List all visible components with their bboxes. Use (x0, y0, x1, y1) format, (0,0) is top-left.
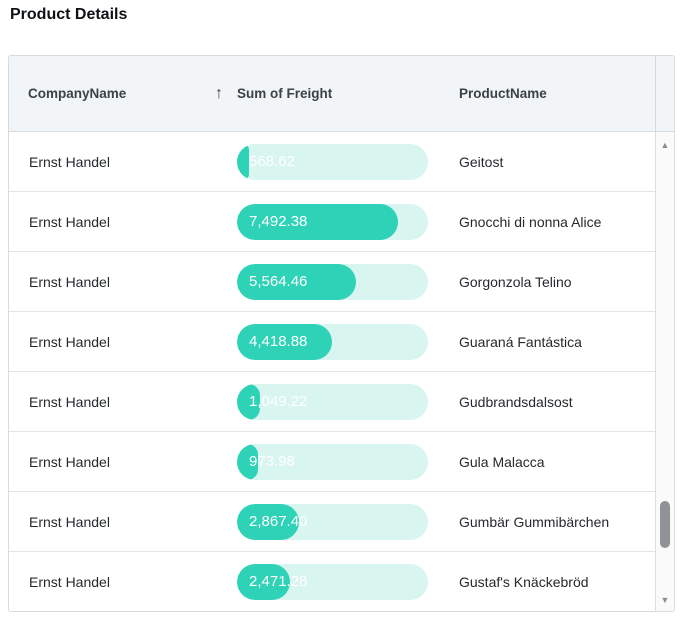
header-scrollbar-spacer (655, 56, 674, 131)
column-header-productname[interactable]: ProductName (449, 86, 655, 101)
column-header-productname-label: ProductName (459, 86, 547, 101)
product-cell: Geitost (449, 154, 656, 170)
table-row[interactable]: Ernst Handel 1,049.22 Gudbrandsdalsost (9, 372, 656, 432)
freight-cell: 2,471.28 (237, 564, 449, 600)
table-row[interactable]: Ernst Handel 7,492.38 Gnocchi di nonna A… (9, 192, 656, 252)
column-header-sum-of-freight-label: Sum of Freight (237, 86, 332, 101)
table-row[interactable]: Ernst Handel 973.98 Gula Malacca (9, 432, 656, 492)
product-cell: Guaraná Fantástica (449, 334, 656, 350)
company-cell: Ernst Handel (9, 454, 237, 470)
grid-body: Ernst Handel 568.62 Geitost Ernst Handel… (9, 132, 674, 612)
freight-value: 2,471.28 (249, 564, 307, 600)
freight-value: 7,492.38 (249, 204, 307, 240)
freight-cell: 973.98 (237, 444, 449, 480)
freight-value: 568.62 (249, 144, 295, 180)
company-cell: Ernst Handel (9, 334, 237, 350)
product-cell: Gudbrandsdalsost (449, 394, 656, 410)
product-cell: Gustaf's Knäckebröd (449, 574, 656, 590)
freight-cell: 2,867.40 (237, 504, 449, 540)
freight-bar-track: 568.62 (237, 144, 428, 180)
company-cell: Ernst Handel (9, 394, 237, 410)
freight-bar-track: 7,492.38 (237, 204, 428, 240)
freight-bar-fill (237, 144, 249, 180)
freight-cell: 1,049.22 (237, 384, 449, 420)
table-row[interactable]: Ernst Handel 568.62 Geitost (9, 132, 656, 192)
freight-value: 5,564.46 (249, 264, 307, 300)
table-row[interactable]: Ernst Handel 2,471.28 Gustaf's Knäckebrö… (9, 552, 656, 612)
column-header-sum-of-freight[interactable]: Sum of Freight (237, 86, 449, 101)
column-header-companyname-label: CompanyName (28, 86, 126, 101)
freight-value: 4,418.88 (249, 324, 307, 360)
freight-cell: 5,564.46 (237, 264, 449, 300)
freight-cell: 4,418.88 (237, 324, 449, 360)
grid-header-row: CompanyName ↑ Sum of Freight ProductName (9, 56, 674, 132)
freight-cell: 7,492.38 (237, 204, 449, 240)
company-cell: Ernst Handel (9, 214, 237, 230)
company-cell: Ernst Handel (9, 274, 237, 290)
grid-rows: Ernst Handel 568.62 Geitost Ernst Handel… (9, 132, 656, 612)
vertical-scrollbar[interactable]: ▲ ▼ (655, 132, 674, 612)
product-cell: Gumbär Gummibärchen (449, 514, 656, 530)
freight-cell: 568.62 (237, 144, 449, 180)
freight-bar-track: 1,049.22 (237, 384, 428, 420)
company-cell: Ernst Handel (9, 514, 237, 530)
product-cell: Gorgonzola Telino (449, 274, 656, 290)
freight-value: 973.98 (249, 444, 295, 480)
table-row[interactable]: Ernst Handel 2,867.40 Gumbär Gummibärche… (9, 492, 656, 552)
freight-bar-track: 2,471.28 (237, 564, 428, 600)
page-title: Product Details (10, 6, 127, 24)
column-header-companyname[interactable]: CompanyName ↑ (9, 85, 237, 103)
company-cell: Ernst Handel (9, 574, 237, 590)
freight-bar-track: 2,867.40 (237, 504, 428, 540)
sort-ascending-icon[interactable]: ↑ (215, 85, 223, 103)
freight-bar-track: 4,418.88 (237, 324, 428, 360)
freight-value: 1,049.22 (249, 384, 307, 420)
freight-bar-track: 5,564.46 (237, 264, 428, 300)
company-cell: Ernst Handel (9, 154, 237, 170)
table-row[interactable]: Ernst Handel 4,418.88 Guaraná Fantástica (9, 312, 656, 372)
freight-bar-track: 973.98 (237, 444, 428, 480)
scrollbar-thumb[interactable] (660, 501, 670, 548)
scrollbar-up-arrow-icon[interactable]: ▲ (656, 140, 674, 150)
product-cell: Gnocchi di nonna Alice (449, 214, 656, 230)
table-row[interactable]: Ernst Handel 5,564.46 Gorgonzola Telino (9, 252, 656, 312)
pivot-grid: CompanyName ↑ Sum of Freight ProductName… (8, 55, 675, 612)
product-cell: Gula Malacca (449, 454, 656, 470)
scrollbar-down-arrow-icon[interactable]: ▼ (656, 595, 674, 605)
freight-value: 2,867.40 (249, 504, 307, 540)
